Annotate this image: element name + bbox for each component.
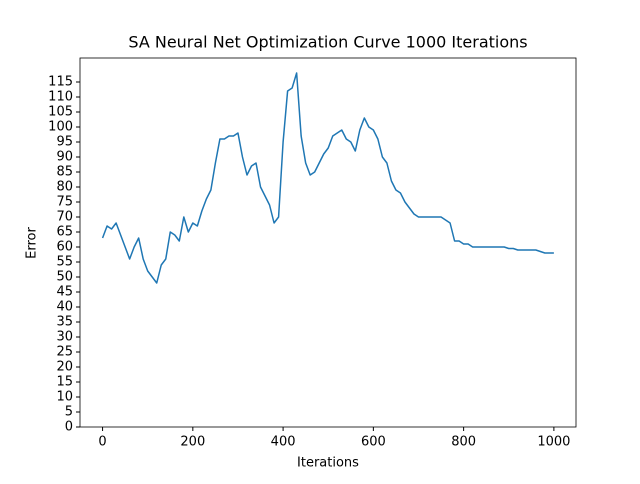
- y-axis-label: Error: [25, 227, 40, 259]
- y-tick-label: 15: [56, 375, 73, 390]
- y-tick-label: 90: [56, 150, 73, 165]
- y-tick-label: 40: [56, 300, 73, 315]
- x-tick-label: 0: [98, 435, 106, 450]
- y-tick-label: 30: [56, 330, 73, 345]
- x-tick-label: 400: [271, 435, 296, 450]
- y-tick-label: 80: [56, 180, 73, 195]
- x-tick-label: 200: [180, 435, 205, 450]
- x-tick-label: 1000: [537, 435, 570, 450]
- plot-frame: [79, 57, 577, 428]
- y-tick-label: 25: [56, 345, 73, 360]
- y-tick-label: 105: [48, 105, 73, 120]
- y-tick-label: 50: [56, 270, 73, 285]
- y-tick-label: 20: [56, 360, 73, 375]
- y-tick-label: 70: [56, 210, 73, 225]
- x-tick-label: 600: [361, 435, 386, 450]
- y-tick-label: 45: [56, 285, 73, 300]
- y-tick-label: 75: [56, 195, 73, 210]
- line: [101, 72, 554, 284]
- chart-title: SA Neural Net Optimization Curve 1000 It…: [128, 33, 527, 52]
- y-tick-label: 0: [65, 420, 73, 435]
- y-tick-label: 60: [56, 240, 73, 255]
- x-axis-label: Iterations: [297, 456, 359, 471]
- y-tick-label: 85: [56, 165, 73, 180]
- x-tick-label: 800: [451, 435, 476, 450]
- y-tick-label: 115: [48, 75, 73, 90]
- y-tick-label: 55: [56, 255, 73, 270]
- y-tick-label: 110: [48, 90, 73, 105]
- y-tick-label: 100: [48, 120, 73, 135]
- y-tick-label: 95: [56, 135, 73, 150]
- y-tick-label: 5: [65, 405, 73, 420]
- y-tick-label: 65: [56, 225, 73, 240]
- y-tick-label: 10: [56, 390, 73, 405]
- y-tick-label: 35: [56, 315, 73, 330]
